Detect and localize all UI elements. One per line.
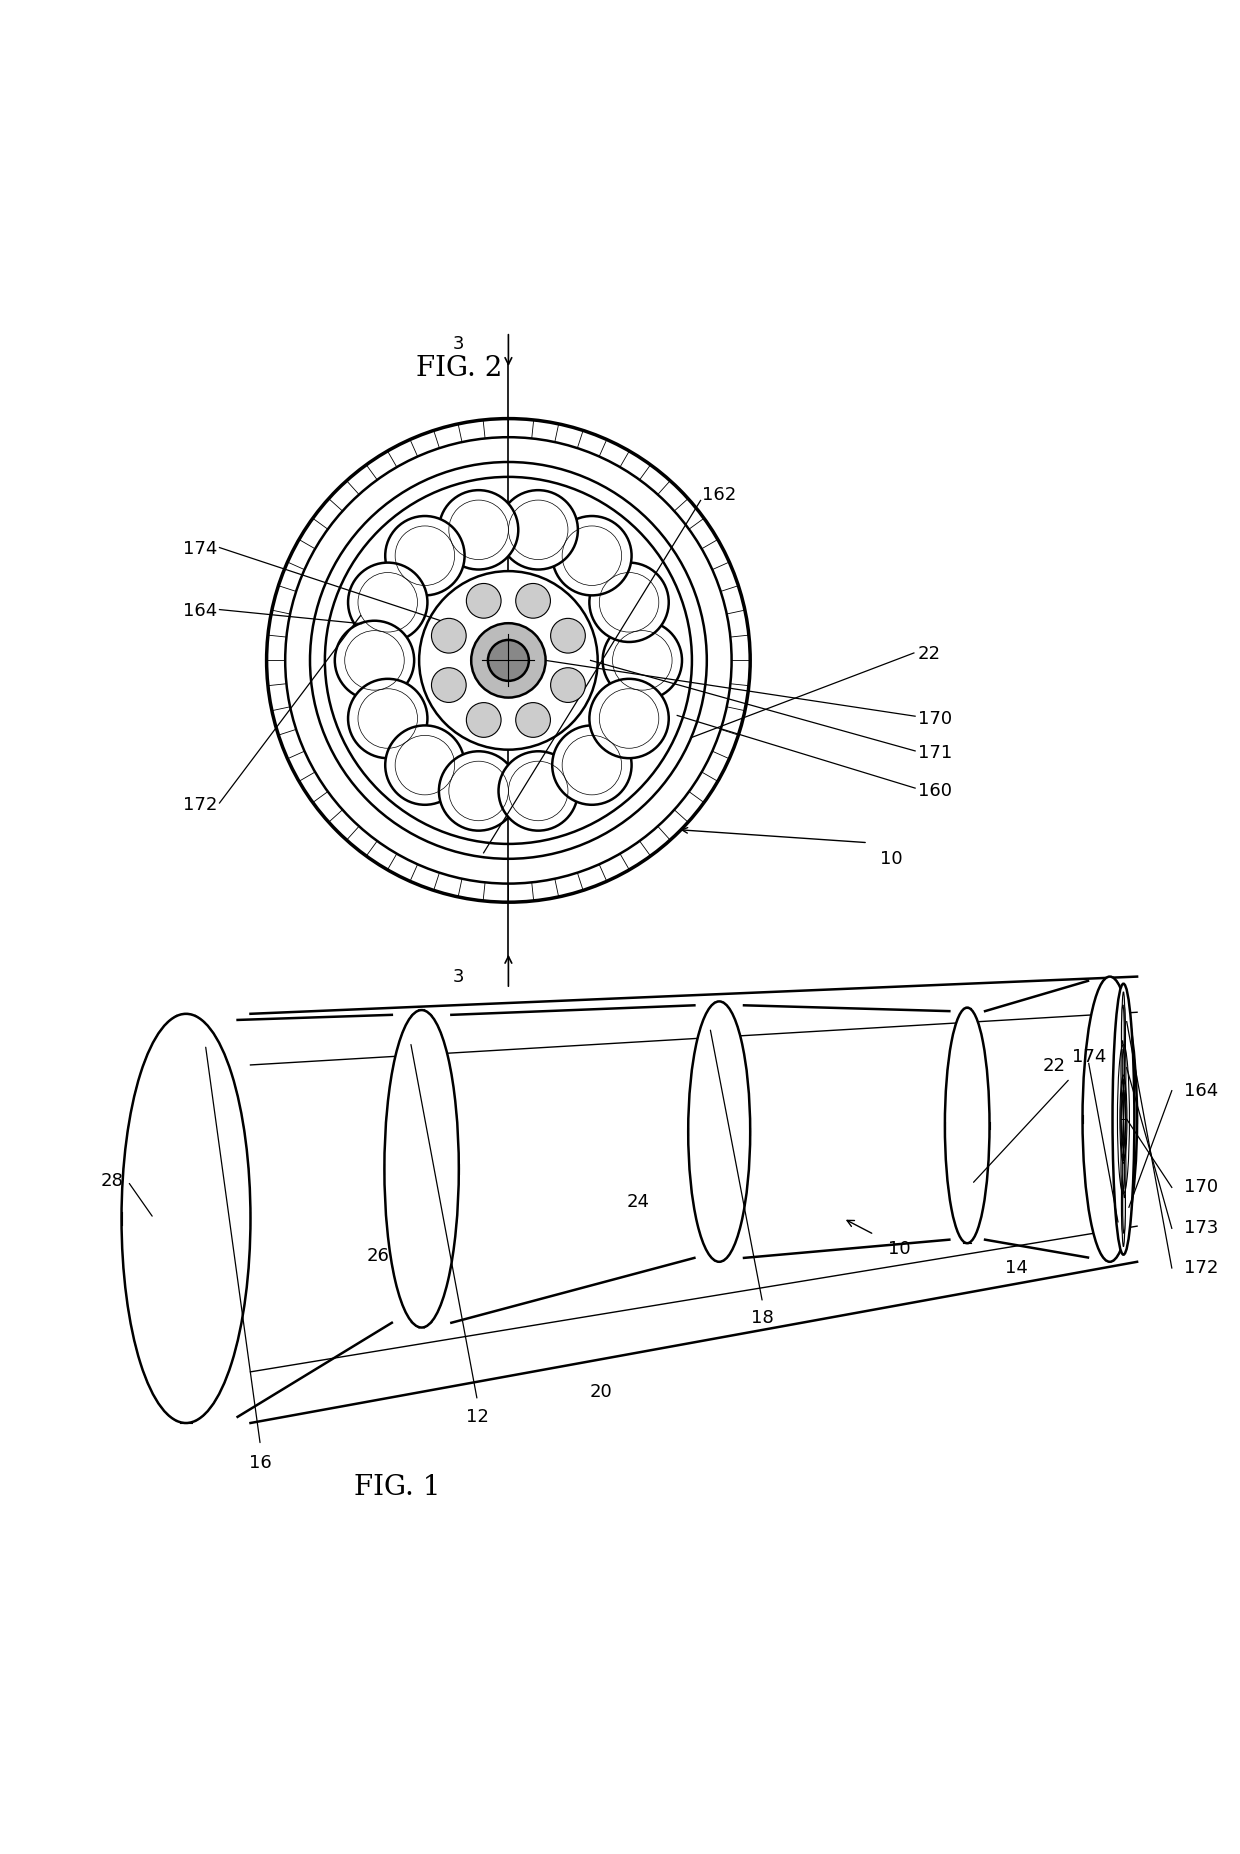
Circle shape [498,751,578,831]
Circle shape [439,751,518,831]
Text: 172: 172 [1184,1259,1219,1277]
Text: FIG. 2: FIG. 2 [415,356,502,382]
Circle shape [419,571,598,749]
Circle shape [386,515,465,595]
Text: 10: 10 [888,1240,910,1259]
Ellipse shape [1122,1079,1123,1114]
Circle shape [551,619,585,653]
Circle shape [432,667,466,703]
Circle shape [348,679,428,758]
Circle shape [516,584,551,617]
Circle shape [386,725,465,805]
Ellipse shape [1123,1079,1125,1114]
Circle shape [551,667,585,703]
Ellipse shape [1122,1174,1126,1233]
Text: 162: 162 [702,486,737,504]
Text: 18: 18 [751,1309,774,1327]
Ellipse shape [1121,1138,1123,1198]
Text: 174: 174 [182,540,217,558]
Circle shape [335,621,414,701]
Circle shape [471,623,546,697]
Text: 174: 174 [1071,1048,1106,1066]
Ellipse shape [1122,1155,1123,1190]
Circle shape [466,584,501,617]
Text: 10: 10 [880,849,903,868]
Text: 14: 14 [1006,1259,1028,1277]
Circle shape [489,640,529,680]
Ellipse shape [688,1001,750,1263]
Ellipse shape [945,1007,990,1244]
Circle shape [589,562,668,641]
Ellipse shape [1121,1005,1125,1064]
Ellipse shape [384,1010,459,1327]
Text: 24: 24 [627,1194,650,1211]
Circle shape [466,703,501,738]
Ellipse shape [1121,1040,1123,1099]
Ellipse shape [122,1014,250,1424]
Circle shape [348,562,428,641]
Text: 171: 171 [918,745,952,762]
Circle shape [552,515,631,595]
Ellipse shape [1122,1049,1123,1085]
Ellipse shape [1122,1187,1125,1246]
Text: 22: 22 [1043,1057,1065,1075]
Text: FIG. 1: FIG. 1 [353,1474,440,1502]
Ellipse shape [1123,1138,1126,1198]
Ellipse shape [1122,1124,1123,1159]
Ellipse shape [1112,984,1135,1255]
Text: 164: 164 [1184,1081,1219,1099]
Circle shape [325,476,692,844]
Text: 12: 12 [466,1407,489,1426]
Circle shape [603,621,682,701]
Text: 170: 170 [918,710,952,727]
Text: 3: 3 [453,336,465,354]
Text: 164: 164 [182,603,217,619]
Text: 172: 172 [182,797,217,814]
Ellipse shape [1123,1049,1125,1085]
Text: 173: 173 [1184,1220,1219,1237]
Ellipse shape [1123,1124,1125,1159]
Text: 16: 16 [249,1454,272,1472]
Ellipse shape [1083,977,1137,1263]
Text: 160: 160 [918,782,951,799]
Circle shape [498,489,578,569]
Circle shape [589,679,668,758]
Text: 28: 28 [100,1172,123,1190]
Ellipse shape [1123,1040,1126,1099]
Ellipse shape [1121,1090,1123,1149]
Text: 26: 26 [367,1246,389,1264]
Circle shape [516,703,551,738]
Ellipse shape [1122,992,1125,1051]
Circle shape [432,619,466,653]
Ellipse shape [1122,1005,1126,1064]
Ellipse shape [1121,1092,1126,1146]
Text: 20: 20 [590,1383,613,1402]
Text: 22: 22 [918,645,941,664]
Circle shape [552,725,631,805]
Ellipse shape [1121,1174,1125,1233]
Text: 3: 3 [453,968,465,986]
Ellipse shape [1123,1155,1125,1190]
Text: 170: 170 [1184,1179,1219,1196]
Circle shape [439,489,518,569]
Ellipse shape [1123,1090,1126,1149]
